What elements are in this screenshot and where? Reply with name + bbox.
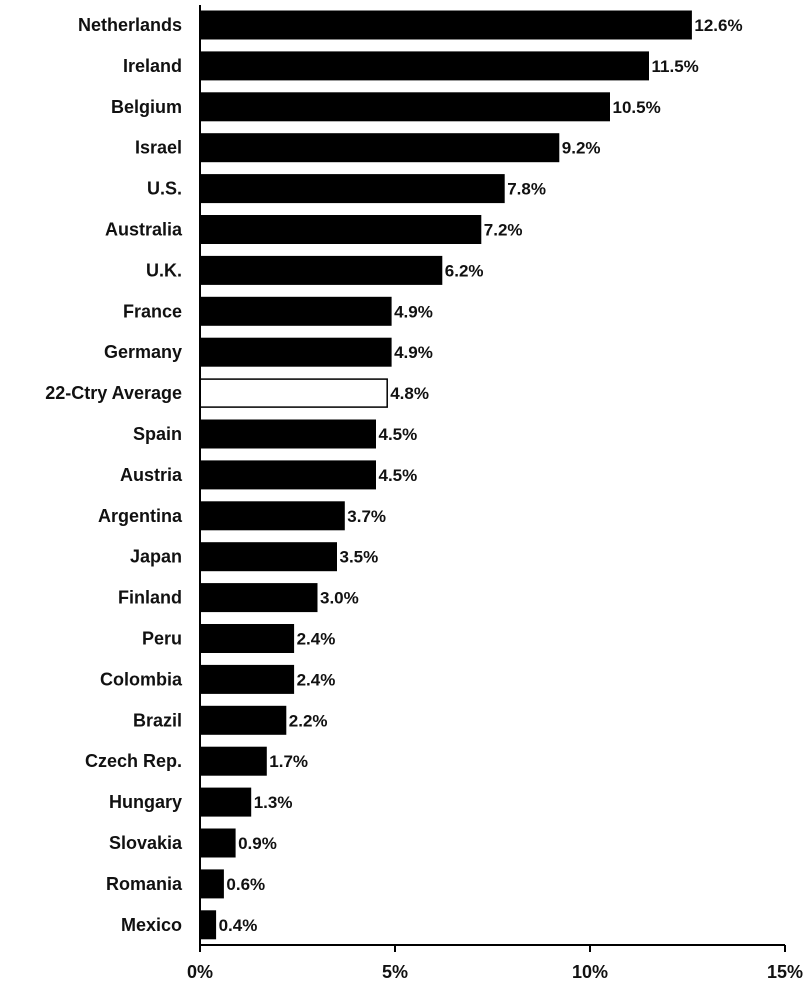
value-label-japan: 3.5% bbox=[340, 548, 379, 567]
bars-layer bbox=[199, 10, 692, 940]
category-label-u-s: U.S. bbox=[147, 179, 182, 199]
bar-czech-rep bbox=[199, 746, 267, 776]
category-label-austria: Austria bbox=[120, 465, 183, 485]
category-label-hungary: Hungary bbox=[109, 792, 182, 812]
category-label-ireland: Ireland bbox=[123, 56, 182, 76]
value-label-belgium: 10.5% bbox=[613, 98, 661, 117]
bar-u-k bbox=[199, 255, 443, 285]
value-label-colombia: 2.4% bbox=[297, 670, 336, 689]
bar-hungary bbox=[199, 787, 252, 817]
category-label-belgium: Belgium bbox=[111, 97, 182, 117]
value-label-israel: 9.2% bbox=[562, 139, 601, 158]
value-label-brazil: 2.2% bbox=[289, 711, 328, 730]
category-label-france: France bbox=[123, 301, 182, 321]
bar-peru bbox=[199, 624, 295, 653]
x-tick-label-15: 15% bbox=[767, 962, 803, 982]
category-label-slovakia: Slovakia bbox=[109, 833, 183, 853]
bar-germany bbox=[199, 337, 392, 367]
value-label-hungary: 1.3% bbox=[254, 793, 293, 812]
bar-japan bbox=[199, 542, 337, 572]
value-label-finland: 3.0% bbox=[320, 589, 359, 608]
bar-u-s bbox=[199, 174, 505, 204]
category-label-japan: Japan bbox=[130, 547, 182, 567]
value-label-romania: 0.6% bbox=[226, 875, 265, 894]
value-label-czech-rep: 1.7% bbox=[269, 752, 308, 771]
category-label-finland: Finland bbox=[118, 588, 182, 608]
axis-layer: 0% 5% 10% 15% bbox=[187, 5, 803, 982]
value-label-germany: 4.9% bbox=[394, 343, 433, 362]
category-label-australia: Australia bbox=[105, 220, 183, 240]
category-label-mexico: Mexico bbox=[121, 915, 182, 935]
category-label-brazil: Brazil bbox=[133, 710, 182, 730]
bar-australia bbox=[199, 215, 482, 244]
category-label-argentina: Argentina bbox=[98, 506, 183, 526]
bar-brazil bbox=[199, 705, 287, 735]
x-tick-label-10: 10% bbox=[572, 962, 608, 982]
bar-argentina bbox=[199, 501, 345, 531]
value-label-spain: 4.5% bbox=[379, 425, 418, 444]
category-label-spain: Spain bbox=[133, 424, 182, 444]
category-label-netherlands: Netherlands bbox=[78, 15, 182, 35]
bar-netherlands bbox=[199, 10, 692, 40]
labels-layer: Netherlands 12.6% Ireland 11.5% Belgium 10.5%… bbox=[45, 15, 742, 935]
bar-ireland bbox=[199, 51, 649, 81]
category-label-israel: Israel bbox=[135, 138, 182, 158]
bar-france bbox=[199, 296, 392, 326]
bar-austria bbox=[199, 460, 376, 490]
category-label-u-k: U.K. bbox=[146, 260, 182, 280]
value-label-australia: 7.2% bbox=[484, 221, 523, 240]
value-label-slovakia: 0.9% bbox=[238, 834, 277, 853]
value-label-mexico: 0.4% bbox=[219, 916, 258, 935]
category-label-peru: Peru bbox=[142, 629, 182, 649]
value-label-u-k: 6.2% bbox=[445, 261, 484, 280]
category-label-22-ctry-average: 22-Ctry Average bbox=[45, 383, 182, 403]
value-label-22-ctry-average: 4.8% bbox=[390, 384, 429, 403]
value-label-netherlands: 12.6% bbox=[694, 16, 742, 35]
value-label-austria: 4.5% bbox=[379, 466, 418, 485]
category-label-colombia: Colombia bbox=[100, 669, 183, 689]
value-label-france: 4.9% bbox=[394, 302, 433, 321]
bar-finland bbox=[199, 583, 318, 613]
bar-mexico bbox=[199, 910, 217, 940]
bar-israel bbox=[199, 133, 560, 163]
category-label-romania: Romania bbox=[106, 874, 183, 894]
bar-22-ctry-average bbox=[199, 378, 388, 408]
bar-spain bbox=[199, 419, 376, 449]
value-label-peru: 2.4% bbox=[297, 630, 336, 649]
x-tick-label-5: 5% bbox=[382, 962, 408, 982]
bar-slovakia bbox=[199, 828, 236, 858]
value-label-ireland: 11.5% bbox=[652, 57, 699, 76]
value-label-argentina: 3.7% bbox=[347, 507, 386, 526]
bar-colombia bbox=[199, 664, 295, 694]
value-label-u-s: 7.8% bbox=[507, 180, 546, 199]
x-tick-label-0: 0% bbox=[187, 962, 213, 982]
bar-belgium bbox=[199, 92, 610, 122]
bar-romania bbox=[199, 869, 224, 899]
category-label-germany: Germany bbox=[104, 342, 182, 362]
category-label-czech-rep: Czech Rep. bbox=[85, 751, 182, 771]
